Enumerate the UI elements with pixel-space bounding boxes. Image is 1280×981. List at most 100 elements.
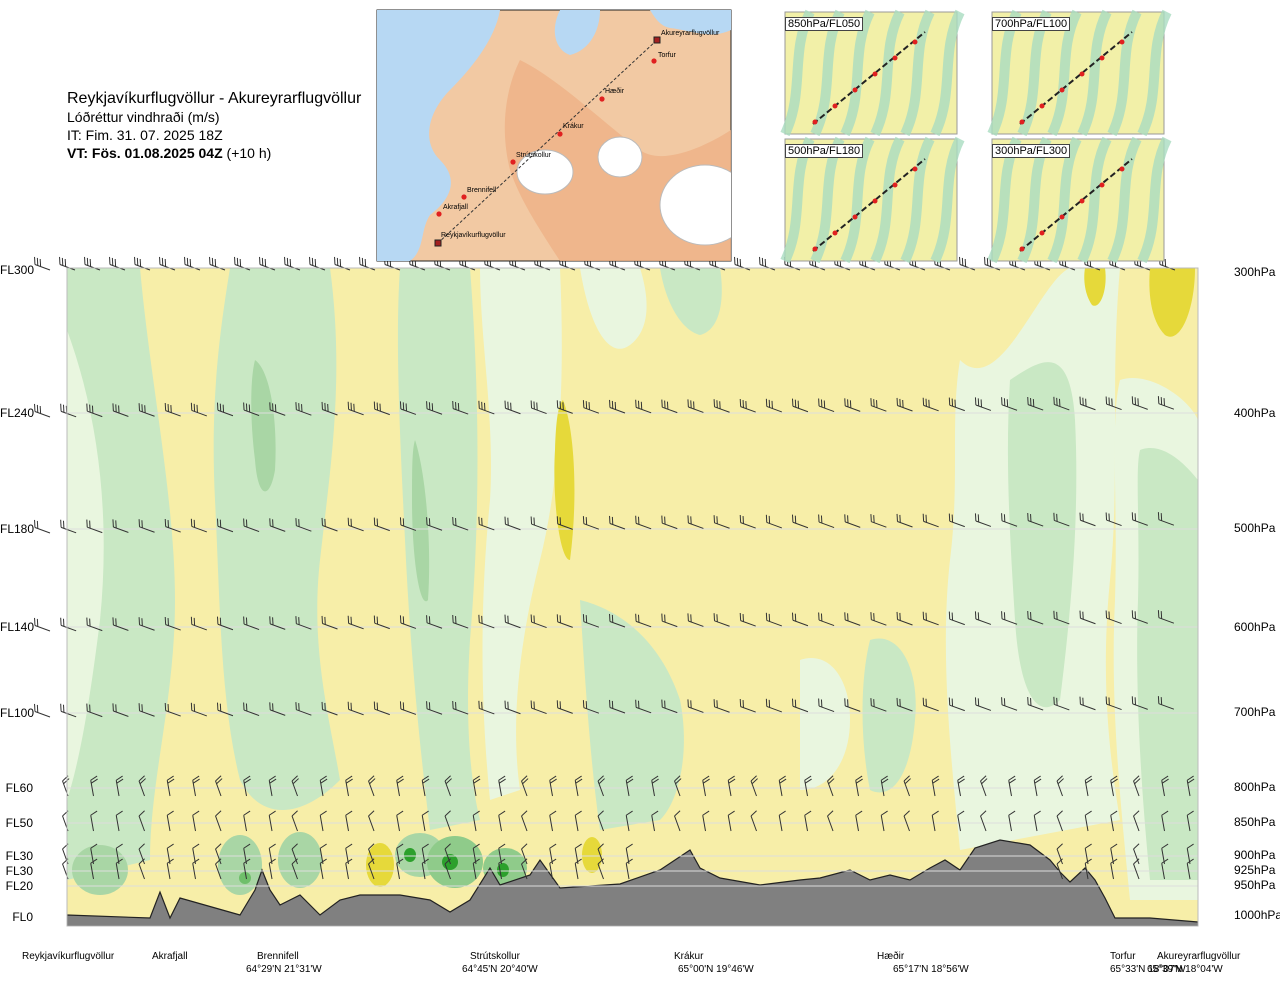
wind-barb [635, 613, 652, 628]
wind-barb [190, 616, 207, 631]
wind-barb [765, 612, 782, 627]
wind-barb [1133, 843, 1140, 865]
issue-time: IT: Fim. 31. 07. 2025 18Z [67, 127, 223, 143]
wind-barb [319, 858, 327, 880]
wind-barb [1079, 610, 1096, 625]
location-coord: 65°33'N 18°07'W [1110, 964, 1186, 975]
map-label: Brennifell [467, 187, 497, 194]
wind-barb [1033, 775, 1042, 797]
wind-barb [359, 256, 376, 271]
location-coord: 64°29'N 21°31'W [246, 964, 322, 975]
wind-barb [635, 699, 652, 714]
wind-barb [319, 810, 327, 832]
wind-barb [702, 775, 710, 797]
map-label: Reykjavíkurflugvöllur [441, 232, 506, 239]
wind-barb [399, 517, 417, 531]
wind-barb [870, 698, 887, 712]
wind-barb [109, 256, 126, 271]
wind-barb [574, 810, 582, 832]
wind-barb [844, 698, 861, 712]
wind-barb [138, 703, 155, 717]
wind-barb [284, 256, 301, 271]
route-point [434, 239, 442, 247]
wind-barb [827, 810, 834, 832]
wind-barb [472, 810, 480, 832]
wind-barb [957, 775, 965, 797]
wind-barb [243, 402, 260, 417]
wind-barb [674, 810, 681, 832]
wind-barb [504, 400, 521, 415]
route-point [557, 131, 563, 137]
location-name: Brennifell [257, 951, 299, 962]
map-label: Akrafjall [443, 204, 468, 211]
wind-barb [1110, 858, 1118, 880]
wind-barb [396, 810, 404, 832]
wind-barb [765, 698, 782, 713]
wind-barb [269, 518, 286, 532]
wind-barb [948, 611, 965, 626]
wind-barb [880, 775, 889, 797]
wind-barb [903, 775, 911, 797]
wind-barb [166, 858, 174, 880]
wind-barb [291, 858, 298, 880]
wind-barb [827, 775, 835, 797]
wind-barb [582, 400, 600, 414]
wind-barb [582, 700, 600, 714]
wind-barb [931, 810, 939, 832]
wind-barb [90, 810, 98, 832]
cross-section-field [67, 268, 1198, 926]
inset-label: 300hPa/FL300 [992, 144, 1071, 158]
wind-barb [452, 400, 469, 415]
wind-barb [34, 703, 51, 718]
wind-barb [452, 700, 469, 715]
wind-barb [243, 858, 251, 880]
wind-barb [164, 616, 181, 631]
wind-barb [34, 403, 51, 418]
wind-barb [1105, 512, 1122, 527]
pressure-label: 925hPa [1234, 863, 1276, 877]
title-block: Reykjavíkurflugvöllur - Akureyrarflugvöl… [67, 90, 361, 162]
wind-barb [984, 256, 1001, 271]
wind-barb [472, 858, 480, 880]
wind-barb [368, 858, 375, 880]
wind-barb [1008, 775, 1016, 797]
wind-barb [1110, 775, 1118, 797]
wind-barb [922, 611, 939, 626]
wind-barb [291, 775, 299, 797]
wind-barb [216, 518, 234, 533]
wind-barb [556, 516, 573, 530]
wind-barb [1001, 697, 1018, 711]
wind-barb [1056, 810, 1063, 832]
level-gridlines [67, 412, 1198, 887]
wind-barb [1056, 858, 1063, 880]
wind-barb [609, 515, 626, 530]
wind-barb [597, 858, 604, 880]
wind-barb [844, 398, 861, 412]
wind-barb [59, 256, 76, 271]
wind-barb [215, 775, 223, 797]
wind-barb [739, 612, 756, 627]
map-label: Hæðir [605, 88, 625, 95]
wind-barb [597, 843, 604, 865]
wind-barb [609, 699, 626, 714]
pressure-label: 600hPa [1234, 620, 1276, 634]
wind-barb [687, 699, 704, 713]
wind-barb [880, 810, 888, 832]
wind-barb [974, 697, 992, 711]
wind-barb [426, 615, 443, 629]
level-insets [780, 9, 1172, 264]
location-name: Torfur [1110, 951, 1136, 962]
wind-barb [549, 810, 557, 832]
wind-barb [138, 775, 146, 797]
wind-barb [86, 519, 103, 534]
wind-barb [472, 775, 481, 797]
wind-barb [521, 810, 528, 832]
wind-barb [184, 256, 201, 271]
wind-barb [498, 810, 506, 832]
wind-barb [870, 398, 887, 412]
wind-barb [855, 775, 863, 797]
wind-barb [844, 612, 861, 626]
inset-label: 500hPa/FL180 [785, 144, 864, 158]
fl-label: FL50 [5, 816, 33, 830]
wind-barb [60, 703, 77, 718]
